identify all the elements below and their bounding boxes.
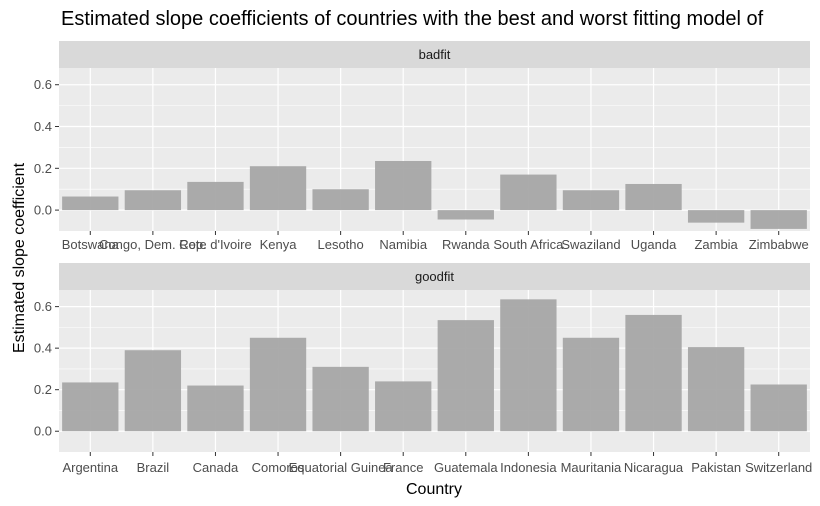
bar — [437, 320, 494, 432]
bar — [687, 210, 745, 223]
x-tick-label: Equatorial Guinea — [289, 460, 394, 475]
x-tick-label: Botswana — [62, 237, 120, 252]
x-tick-label: Brazil — [137, 460, 170, 475]
x-tick-label: Indonesia — [500, 460, 557, 475]
x-tick-label: Comoros — [252, 460, 305, 475]
x-tick-label: Pakistan — [691, 460, 741, 475]
bar — [62, 382, 119, 432]
x-tick-label: Namibia — [379, 237, 427, 252]
chart-title: Estimated slope coefficients of countrie… — [61, 8, 764, 30]
bar — [750, 210, 807, 229]
x-tick-label: Switzerland — [745, 460, 812, 475]
facet-strip-label: badfit — [419, 47, 451, 62]
x-tick-label: Kenya — [260, 237, 298, 252]
x-tick-label: Rwanda — [442, 237, 490, 252]
facet-strip-label: goodfit — [415, 269, 454, 284]
x-tick-label: Zimbabwe — [749, 237, 809, 252]
bar — [687, 347, 745, 432]
bar — [249, 337, 307, 432]
x-tick-label: Guatemala — [434, 460, 498, 475]
bar — [124, 350, 182, 432]
bar — [312, 189, 369, 211]
bar — [312, 366, 369, 432]
y-axis-label: Estimated slope coefficient — [11, 162, 28, 353]
y-tick-label: 0.2 — [34, 382, 52, 397]
x-tick-label: Uganda — [631, 237, 677, 252]
x-tick-label: Swaziland — [561, 237, 620, 252]
y-tick-label: 0.6 — [34, 77, 52, 92]
x-axis-label: Country — [406, 481, 462, 498]
bar — [625, 314, 682, 432]
x-tick-label: Congo, Dem. Rep. — [99, 237, 207, 252]
bar — [375, 381, 432, 432]
x-tick-label: Argentina — [62, 460, 118, 475]
x-tick-label: Cote d'Ivoire — [179, 237, 252, 252]
bar — [500, 299, 557, 432]
x-tick-label: Mauritania — [561, 460, 622, 475]
facet-strip — [59, 41, 810, 68]
bar — [625, 183, 682, 211]
y-tick-label: 0.6 — [34, 299, 52, 314]
y-tick-label: 0.0 — [34, 424, 52, 439]
y-tick-label: 0.0 — [34, 203, 52, 218]
bar — [187, 385, 244, 432]
x-tick-label: South Africa — [493, 237, 564, 252]
bar — [375, 160, 432, 211]
bar — [124, 190, 182, 211]
bar — [500, 174, 557, 211]
facet-strip — [59, 263, 810, 290]
bar — [187, 181, 244, 211]
x-tick-label: Nicaragua — [624, 460, 684, 475]
bar — [437, 210, 494, 220]
panel-background — [59, 290, 810, 452]
bar — [249, 166, 307, 211]
y-tick-label: 0.4 — [34, 341, 52, 356]
y-tick-label: 0.4 — [34, 119, 52, 134]
x-tick-label: Zambia — [694, 237, 738, 252]
x-tick-label: Canada — [193, 460, 239, 475]
bar — [750, 384, 807, 432]
y-tick-label: 0.2 — [34, 161, 52, 176]
bar — [562, 190, 620, 211]
bar — [62, 196, 119, 211]
x-tick-label: France — [383, 460, 423, 475]
bar — [562, 337, 620, 432]
panel-background — [59, 68, 810, 231]
x-tick-label: Lesotho — [317, 237, 363, 252]
